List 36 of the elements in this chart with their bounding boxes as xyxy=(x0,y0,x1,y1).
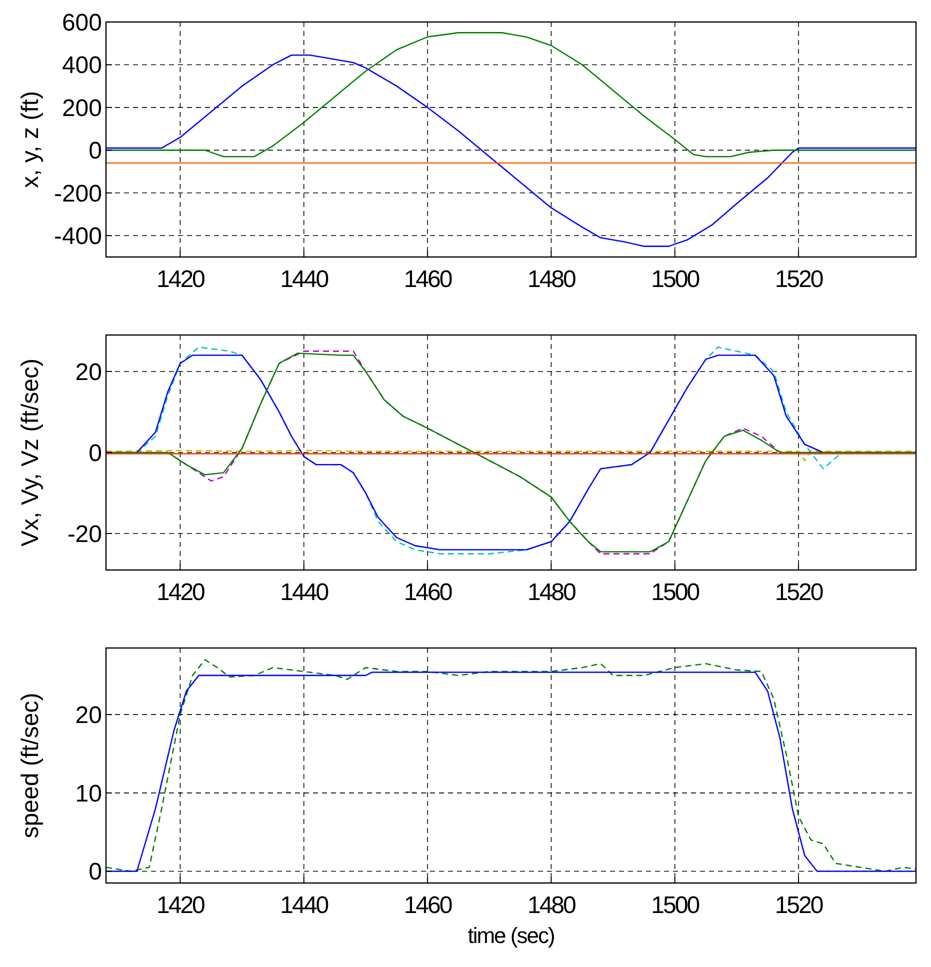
x-tick-label: 1460 xyxy=(404,892,452,919)
x-tick-label: 1480 xyxy=(527,892,576,919)
x-tick-label: 1520 xyxy=(774,892,824,919)
x-tick-label: 1420 xyxy=(156,892,206,919)
line-series xyxy=(106,54,916,247)
y-tick-label: 0 xyxy=(88,858,102,886)
x-tick-label: 1460 xyxy=(404,579,452,606)
x-tick-label: 1480 xyxy=(527,579,576,606)
y-tick-label: 10 xyxy=(75,780,102,808)
y-axis-title: x, y, z (ft) xyxy=(17,91,44,188)
line-series xyxy=(106,32,916,158)
x-tick-label: 1440 xyxy=(280,579,329,606)
y-tick-label: 20 xyxy=(75,702,102,729)
y-tick-label: 600 xyxy=(62,9,102,36)
x-tick-label: 1440 xyxy=(280,892,329,919)
x-tick-label: 1520 xyxy=(774,266,824,293)
x-tick-label: 1460 xyxy=(404,266,452,293)
x-tick-label: 1520 xyxy=(774,579,824,606)
y-tick-label: 200 xyxy=(62,94,102,122)
x-tick-label: 1480 xyxy=(527,266,576,293)
y-axis-title: Vx, Vy, Vz (ft/sec) xyxy=(17,358,44,547)
x-tick-label: 1500 xyxy=(651,579,700,606)
y-tick-label: 20 xyxy=(75,358,102,386)
y-tick-label: 400 xyxy=(62,52,102,80)
x-tick-label: 1500 xyxy=(651,892,700,919)
x-tick-label: 1420 xyxy=(156,266,206,293)
y-tick-label: -200 xyxy=(54,180,102,208)
x-tick-label: 1420 xyxy=(156,579,206,606)
y-tick-label: 0 xyxy=(88,440,102,467)
x-axis-title: time (sec) xyxy=(468,923,554,948)
x-tick-label: 1500 xyxy=(651,266,700,293)
y-tick-label: 0 xyxy=(88,138,102,165)
x-tick-label: 1440 xyxy=(280,266,329,293)
y-tick-label: -400 xyxy=(54,223,102,250)
y-tick-label: -20 xyxy=(67,520,102,548)
y-axis-title: speed (ft/sec) xyxy=(17,692,44,838)
